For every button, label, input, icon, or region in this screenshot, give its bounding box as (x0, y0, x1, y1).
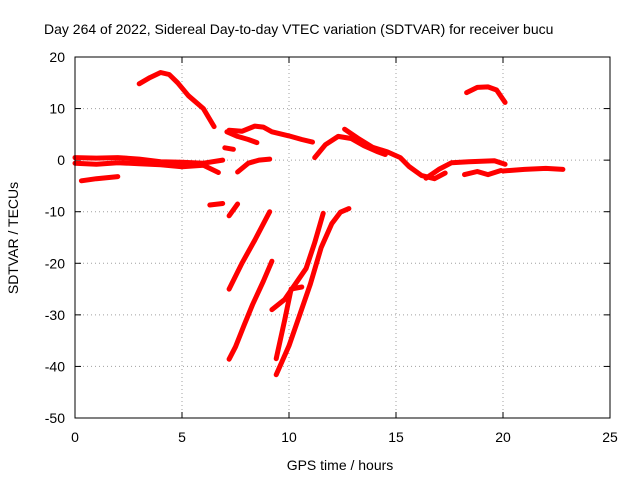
x-tick-label: 5 (178, 429, 186, 445)
x-tick-label: 0 (71, 429, 79, 445)
y-tick-label: -40 (45, 358, 65, 374)
series-line-s13 (273, 206, 352, 378)
y-tick-label: 10 (49, 101, 65, 117)
series-line-s19 (462, 168, 504, 178)
series-line-s21 (500, 165, 566, 174)
y-tick-label: -10 (45, 204, 65, 220)
series-line-s10 (224, 129, 260, 146)
series-line-s6 (222, 145, 236, 152)
series-line-s9 (226, 123, 315, 145)
x-axis-label: GPS time / hours (287, 457, 394, 473)
y-tick-label: -30 (45, 307, 65, 323)
grid-layer (75, 57, 610, 418)
y-tick-label: 0 (57, 152, 65, 168)
y-tick-label: -20 (45, 255, 65, 271)
series-line-s3 (78, 174, 121, 184)
series-layer (72, 70, 566, 378)
series-line-s2 (72, 160, 221, 175)
series-line-s1 (72, 155, 226, 166)
y-axis-label: SDTVAR / TECUs (5, 182, 21, 294)
chart-title: Day 264 of 2022, Sidereal Day-to-day VTE… (44, 21, 553, 37)
series-line-s5 (207, 201, 226, 208)
series-line-s14 (273, 284, 305, 362)
series-line-s18 (423, 158, 508, 181)
x-tick-label: 15 (388, 429, 404, 445)
x-tick-label: 25 (602, 429, 618, 445)
x-tick-label: 20 (495, 429, 511, 445)
series-line-s15 (269, 210, 326, 313)
series-line-s16 (312, 133, 388, 161)
series-line-s20 (464, 84, 508, 105)
series-line-s4 (136, 70, 217, 130)
x-tick-label: 10 (281, 429, 297, 445)
ticks-layer: 0 5 10 15 20 25 -50 -40 -30 -20 -10 0 10 20 (45, 49, 618, 445)
series-line-s11 (226, 209, 273, 292)
series-line-s7 (226, 201, 241, 219)
y-tick-label: 20 (49, 49, 65, 65)
series-line-s8 (235, 156, 273, 175)
series-line-s12 (226, 258, 275, 362)
plot-frame (74, 56, 611, 419)
y-tick-label: -50 (45, 410, 65, 426)
